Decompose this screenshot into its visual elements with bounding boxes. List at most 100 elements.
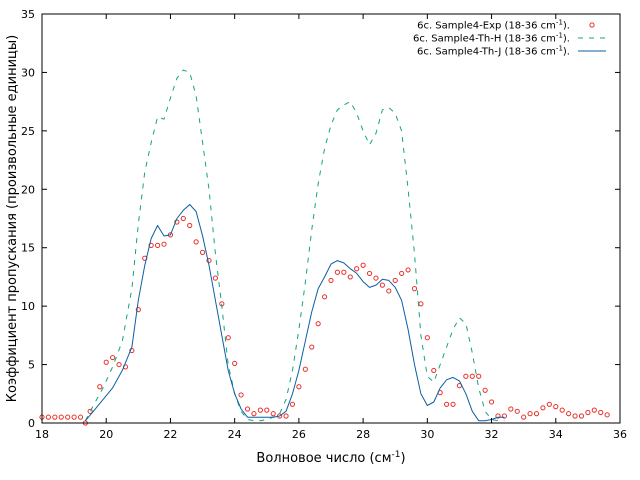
data-point xyxy=(296,384,302,390)
y-tick-label: 25 xyxy=(21,125,35,138)
data-point xyxy=(45,414,52,420)
data-point xyxy=(77,414,84,420)
data-point xyxy=(366,270,373,277)
data-point xyxy=(232,360,238,367)
data-point xyxy=(58,414,64,420)
x-tick-label: 30 xyxy=(420,428,434,441)
ticks-layer: 18 20 22 24 26 28 30 32 34 36 0 5 10 15 20 25 30 35 xyxy=(21,8,627,441)
data-point xyxy=(488,399,495,405)
y-axis-title: Коэффициент пропускания (произвольные ед… xyxy=(5,35,20,402)
legend-entry-sup: -1 xyxy=(556,19,563,27)
data-point xyxy=(444,401,450,407)
data-point xyxy=(553,404,559,410)
data-point xyxy=(604,412,610,418)
data-point xyxy=(386,288,392,294)
data-point xyxy=(161,241,167,247)
data-point xyxy=(244,406,251,412)
data-point xyxy=(431,367,437,374)
y-tick-label: 30 xyxy=(21,66,35,79)
data-point xyxy=(463,373,469,379)
y-tick-label: 20 xyxy=(21,183,35,196)
y-tick-label: 15 xyxy=(21,242,35,255)
data-point xyxy=(521,414,527,420)
data-point xyxy=(283,413,289,419)
data-point xyxy=(225,335,231,341)
legend-entry-sup: -1 xyxy=(556,45,563,53)
legend-entry-tail: ). xyxy=(563,34,570,45)
legend-entry-tail: ). xyxy=(563,47,570,58)
legend-entry-main: 6c. Sample4-Th-H (18-36 cm xyxy=(413,34,556,45)
data-point xyxy=(508,406,514,412)
legend-entry-label: 6c. Sample4-Exp (18-36 cm-1). xyxy=(417,19,570,32)
data-point xyxy=(116,361,122,368)
data-point xyxy=(87,408,93,414)
data-point xyxy=(360,262,366,268)
x-tick-label: 22 xyxy=(163,428,177,441)
data-point xyxy=(270,411,276,417)
data-point xyxy=(411,286,418,292)
data-point xyxy=(559,407,565,413)
x-tick-label: 20 xyxy=(99,428,113,441)
data-point xyxy=(540,405,546,411)
x-axis-title-main: Волновое число (см xyxy=(256,451,391,466)
legend-entry-label: 6c. Sample4-Th-J (18-36 cm-1). xyxy=(417,45,570,58)
data-point xyxy=(591,407,597,413)
data-point xyxy=(527,411,533,417)
data-point xyxy=(264,407,270,413)
legend: 6c. Sample4-Exp (18-36 cm-1).6c. Sample4… xyxy=(413,19,606,58)
data-point xyxy=(199,249,206,255)
legend-entry-main: 6c. Sample4-Th-J (18-36 cm xyxy=(417,47,556,58)
x-tick-label: 34 xyxy=(549,428,563,441)
x-axis-title: Волновое число (см-1) xyxy=(256,450,405,466)
x-tick-label: 36 xyxy=(613,428,627,441)
data-point xyxy=(469,373,475,379)
data-point xyxy=(424,335,430,341)
data-point xyxy=(399,270,405,277)
data-point xyxy=(97,384,103,390)
data-point xyxy=(598,409,604,416)
data-point xyxy=(379,282,385,288)
data-point xyxy=(180,215,186,222)
data-point xyxy=(103,359,109,365)
data-point xyxy=(193,239,199,245)
x-tick-label: 24 xyxy=(228,428,242,441)
data-point xyxy=(315,321,321,327)
y-tick-label: 0 xyxy=(28,417,35,430)
y-tick-label: 5 xyxy=(28,359,35,372)
data-point xyxy=(373,275,379,281)
y-tick-label: 35 xyxy=(21,8,35,21)
data-point xyxy=(482,387,488,393)
series-line xyxy=(85,204,505,422)
data-point xyxy=(354,266,360,272)
data-point xyxy=(251,411,257,417)
data-point xyxy=(533,411,540,417)
data-point xyxy=(65,414,71,420)
data-point xyxy=(212,275,218,281)
data-point xyxy=(257,407,263,413)
y-tick-label: 10 xyxy=(21,300,35,313)
data-point xyxy=(155,242,161,248)
data-point xyxy=(578,413,585,419)
data-point xyxy=(328,277,334,284)
data-point xyxy=(392,277,398,284)
data-point xyxy=(495,413,501,419)
data-point xyxy=(476,373,482,379)
data-point xyxy=(289,401,296,407)
data-point xyxy=(501,413,507,419)
series-dashed xyxy=(84,69,505,422)
data-point xyxy=(302,366,308,372)
series-solid xyxy=(85,204,505,422)
x-axis-title-sup: -1 xyxy=(392,450,401,460)
data-point xyxy=(341,269,347,275)
data-point xyxy=(206,257,212,264)
series-line xyxy=(84,69,505,422)
data-point xyxy=(566,411,572,417)
legend-entry-label: 6c. Sample4-Th-H (18-36 cm-1). xyxy=(413,32,570,45)
data-point xyxy=(347,274,353,280)
data-point xyxy=(321,294,328,300)
x-tick-label: 32 xyxy=(485,428,499,441)
data-point xyxy=(129,347,135,354)
legend-entry-main: 6c. Sample4-Exp (18-36 cm xyxy=(417,21,556,32)
data-point xyxy=(135,307,141,313)
